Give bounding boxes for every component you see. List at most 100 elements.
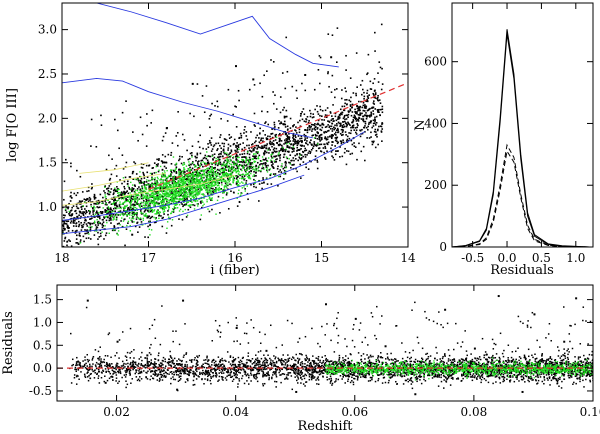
main-black-point: [80, 229, 83, 231]
main-black-point: [80, 200, 82, 203]
main-black-point: [331, 130, 334, 132]
main-black-point: [381, 67, 383, 70]
main-green-point: [201, 176, 203, 178]
main-black-point: [174, 181, 176, 183]
main-xtick-label: 17: [141, 251, 156, 265]
main-black-point: [98, 206, 101, 209]
main-black-point: [260, 163, 262, 165]
main-green-point: [238, 171, 240, 173]
main-green-point: [237, 181, 240, 183]
main-black-point: [306, 140, 308, 142]
main-green-point: [169, 169, 172, 171]
main-green-point: [166, 193, 168, 195]
main-green-point: [113, 201, 115, 204]
main-black-point: [121, 111, 124, 114]
main-green-point: [211, 185, 213, 187]
main-green-point: [179, 179, 182, 182]
main-green-point: [166, 186, 168, 189]
main-black-point: [360, 118, 363, 120]
main-green-point: [174, 200, 176, 203]
main-green-point: [136, 209, 139, 211]
main-green-point: [181, 197, 184, 200]
main-black-point: [297, 121, 299, 124]
main-ytick-label: 1.0: [38, 200, 57, 214]
main-black-point: [210, 199, 212, 201]
main-green-point: [154, 213, 156, 215]
main-green-point: [149, 195, 152, 197]
main-black-point: [131, 171, 134, 173]
main-green-point: [125, 200, 127, 203]
main-black-point: [269, 174, 272, 176]
main-black-point: [148, 164, 150, 167]
main-green-point: [185, 175, 187, 177]
main-green-point: [111, 202, 113, 205]
bottom-black-point: [89, 373, 92, 376]
main-black-point: [245, 156, 247, 159]
bottom-black-point: [543, 376, 546, 379]
main-green-point: [157, 182, 159, 184]
main-black-point: [244, 188, 246, 190]
main-black-point: [70, 209, 73, 211]
main-black-point: [71, 229, 74, 232]
main-green-point: [160, 201, 162, 203]
main-black-point: [183, 197, 186, 200]
main-black-point: [216, 168, 219, 171]
main-green-point: [163, 203, 165, 206]
main-black-point: [315, 126, 317, 128]
main-black-point: [258, 200, 260, 202]
main-black-point: [191, 167, 194, 170]
main-black-point: [191, 145, 194, 148]
main-black-point: [304, 149, 306, 152]
bottom-black-point: [530, 372, 533, 374]
main-black-point: [196, 153, 199, 156]
main-green-point: [224, 172, 226, 174]
main-black-point: [225, 153, 228, 156]
main-black-point: [311, 116, 314, 119]
main-black-point: [243, 146, 246, 149]
main-green-point: [243, 167, 245, 170]
main-black-point: [322, 124, 325, 126]
main-green-point: [193, 171, 195, 174]
main-black-point: [96, 221, 99, 224]
bottom-black-point: [442, 326, 444, 329]
bottom-black-point: [148, 361, 151, 363]
main-black-point: [108, 185, 111, 187]
main-black-point: [141, 197, 143, 200]
main-black-point: [350, 129, 353, 132]
main-green-point: [201, 188, 203, 191]
main-black-point: [302, 150, 304, 153]
main-green-point: [107, 199, 109, 202]
main-green-point: [155, 184, 157, 187]
main-black-point: [283, 115, 286, 118]
main-green-point: [193, 181, 196, 183]
main-green-point: [245, 172, 247, 174]
main-black-point: [313, 127, 316, 130]
main-black-point: [115, 207, 117, 210]
main-green-point: [179, 197, 181, 200]
main-black-point: [274, 126, 276, 128]
main-black-point: [312, 124, 315, 126]
main-green-point: [150, 183, 153, 186]
main-black-point: [203, 111, 206, 114]
main-black-point: [290, 143, 293, 145]
main-black-point: [318, 138, 321, 141]
main-green-point: [93, 214, 95, 217]
main-black-point: [351, 152, 354, 155]
main-black-point: [113, 188, 116, 191]
main-black-point: [81, 205, 83, 208]
bottom-black-point: [373, 363, 376, 365]
main-black-point: [170, 151, 173, 154]
main-black-point: [176, 131, 179, 134]
main-black-point: [128, 209, 131, 212]
main-black-point: [353, 129, 356, 131]
main-black-point: [189, 166, 191, 169]
main-green-point: [151, 194, 153, 196]
main-black-point: [62, 224, 64, 226]
main-black-point: [175, 135, 178, 137]
main-black-point: [243, 178, 245, 181]
main-green-point: [144, 197, 146, 199]
bottom-black-point: [449, 384, 452, 386]
main-black-point: [279, 96, 282, 98]
main-black-point: [120, 194, 123, 197]
main-black-point: [306, 131, 309, 134]
